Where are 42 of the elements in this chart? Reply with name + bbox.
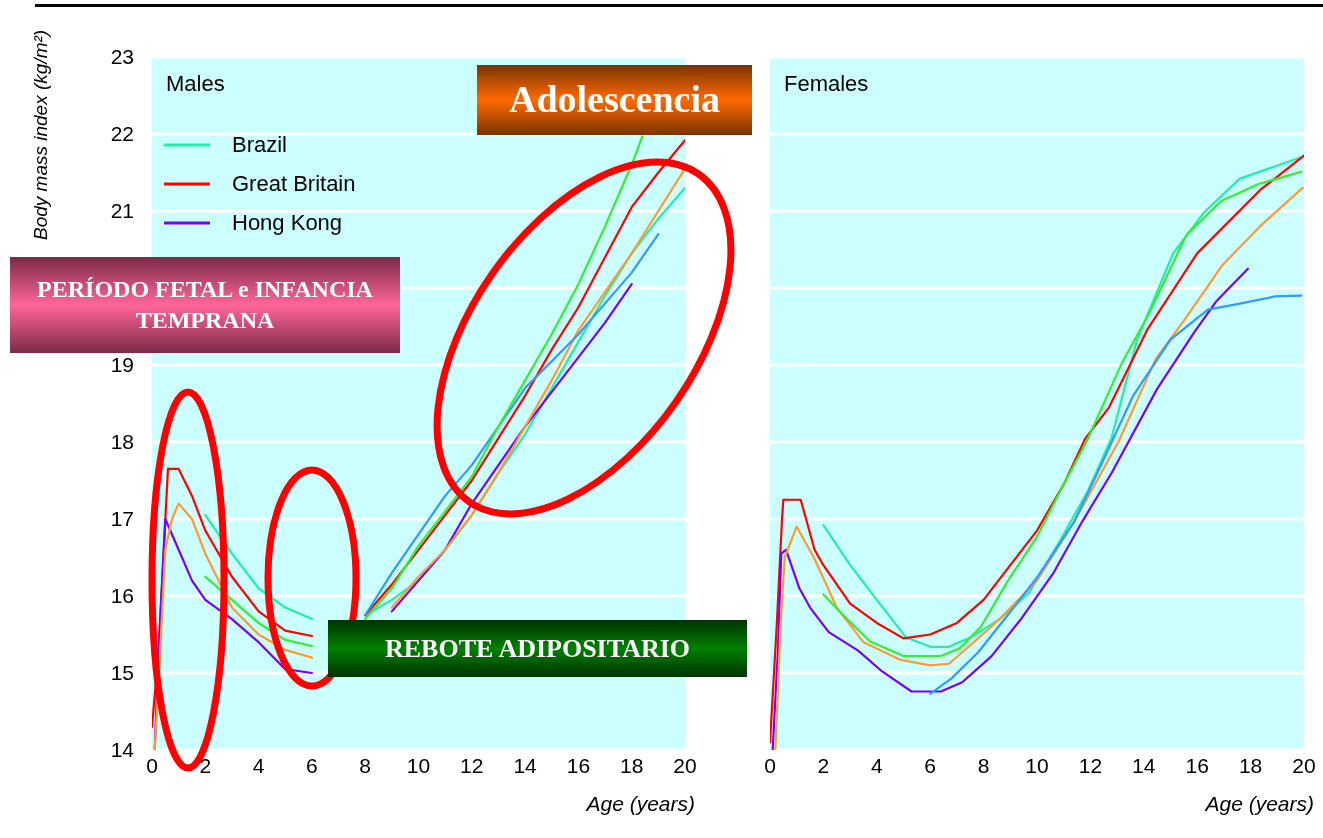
text-banner: PERÍODO FETAL e INFANCIA TEMPRANA [10,257,400,353]
y-tick-label: 19 [110,353,134,377]
y-tick-label: 18 [110,430,134,454]
x-tick-label: 6 [306,753,318,777]
x-tick-label: 4 [870,753,883,777]
text: Females [784,71,869,97]
x-tick-label: 4 [252,753,265,777]
text-banner: Adolescencia [477,65,752,135]
y-tick-label: 22 [110,122,134,146]
x-tick-label: 2 [199,753,212,777]
x-tick-label: 18 [620,753,644,777]
x-tick-label: 18 [1238,753,1263,777]
legend-label: Hong Kong [232,209,343,236]
x-tick-label: 20 [673,753,697,777]
x-axis-title: Age (years) [1205,792,1314,816]
y-tick-label: 21 [110,199,134,223]
text-banner: REBOTE ADIPOSITARIO [328,620,747,677]
x-tick-label: 6 [924,753,937,777]
x-tick-label: 16 [1185,753,1209,777]
x-tick-label: 14 [1132,753,1156,777]
x-tick-label: 10 [406,753,431,777]
x-tick-label: 16 [566,753,591,777]
x-tick-label: 14 [513,753,538,777]
y-tick-label: 14 [110,738,135,762]
y-axis-title: Body mass index (kg/m²) [30,29,52,240]
y-tick-label: 15 [110,661,134,685]
x-tick-label: 10 [1025,753,1049,777]
x-tick-label: 12 [1078,753,1103,777]
x-tick-label: 20 [1292,753,1316,777]
x-tick-label: 12 [460,753,484,777]
x-tick-label: 8 [977,753,990,777]
x-tick-label: 0 [764,753,776,777]
x-tick-label: 0 [146,753,158,777]
text: Males [166,71,225,97]
x-tick-label: 2 [817,753,830,777]
y-tick-label: 16 [110,584,134,608]
x-axis-title: Age (years) [586,792,695,816]
legend-label: Brazil [232,131,288,158]
x-tick-label: 8 [359,753,372,777]
legend-label: Great Britain [232,170,356,197]
y-tick-label: 23 [110,45,134,69]
y-tick-label: 17 [110,507,134,531]
